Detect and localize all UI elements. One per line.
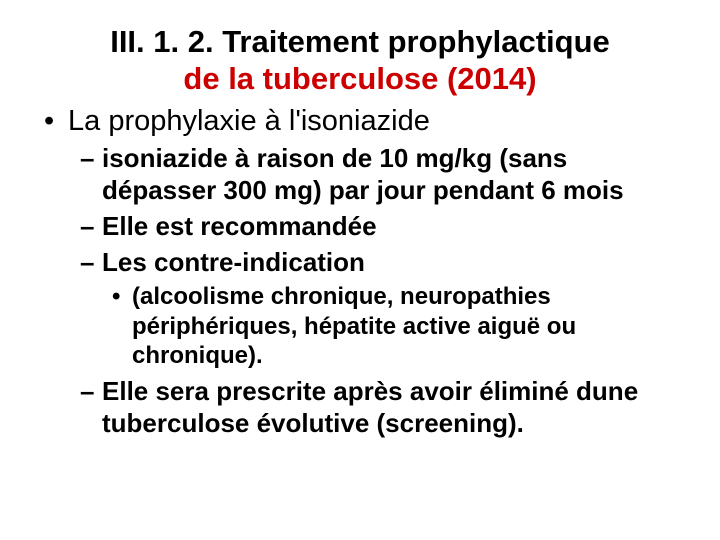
bullet-l1-0-text: La prophylaxie à l'isoniazide bbox=[68, 105, 430, 137]
bullet-l3-0: (alcoolisme chronique, neuropathies péri… bbox=[132, 282, 680, 370]
bullet-l2-2-text: Les contre-indication bbox=[102, 247, 365, 277]
bullet-l2-2: Les contre-indication (alcoolisme chroni… bbox=[102, 247, 680, 371]
bullet-l1-0: La prophylaxie à l'isoniazide isoniazide… bbox=[68, 103, 680, 439]
bullet-l3-0-text: (alcoolisme chronique, neuropathies péri… bbox=[132, 283, 576, 369]
bullet-l2-1-text: Elle est recommandée bbox=[102, 211, 377, 241]
bullet-list-level1: La prophylaxie à l'isoniazide isoniazide… bbox=[40, 103, 680, 439]
bullet-list-level2: isoniazide à raison de 10 mg/kg (sans dé… bbox=[68, 143, 680, 439]
bullet-l2-0-text: isoniazide à raison de 10 mg/kg (sans dé… bbox=[102, 143, 624, 205]
bullet-l2-3-text: Elle sera prescrite après avoir éliminé … bbox=[102, 376, 638, 438]
bullet-l2-3: Elle sera prescrite après avoir éliminé … bbox=[102, 376, 680, 439]
title-line-1: III. 1. 2. Traitement prophylactique bbox=[110, 24, 610, 59]
title-line-2: de la tuberculose (2014) bbox=[183, 61, 536, 96]
slide-title: III. 1. 2. Traitement prophylactique de … bbox=[40, 24, 680, 97]
slide: III. 1. 2. Traitement prophylactique de … bbox=[0, 0, 720, 540]
bullet-l2-1: Elle est recommandée bbox=[102, 211, 680, 243]
bullet-l2-0: isoniazide à raison de 10 mg/kg (sans dé… bbox=[102, 143, 680, 206]
bullet-list-level3: (alcoolisme chronique, neuropathies péri… bbox=[102, 282, 680, 370]
